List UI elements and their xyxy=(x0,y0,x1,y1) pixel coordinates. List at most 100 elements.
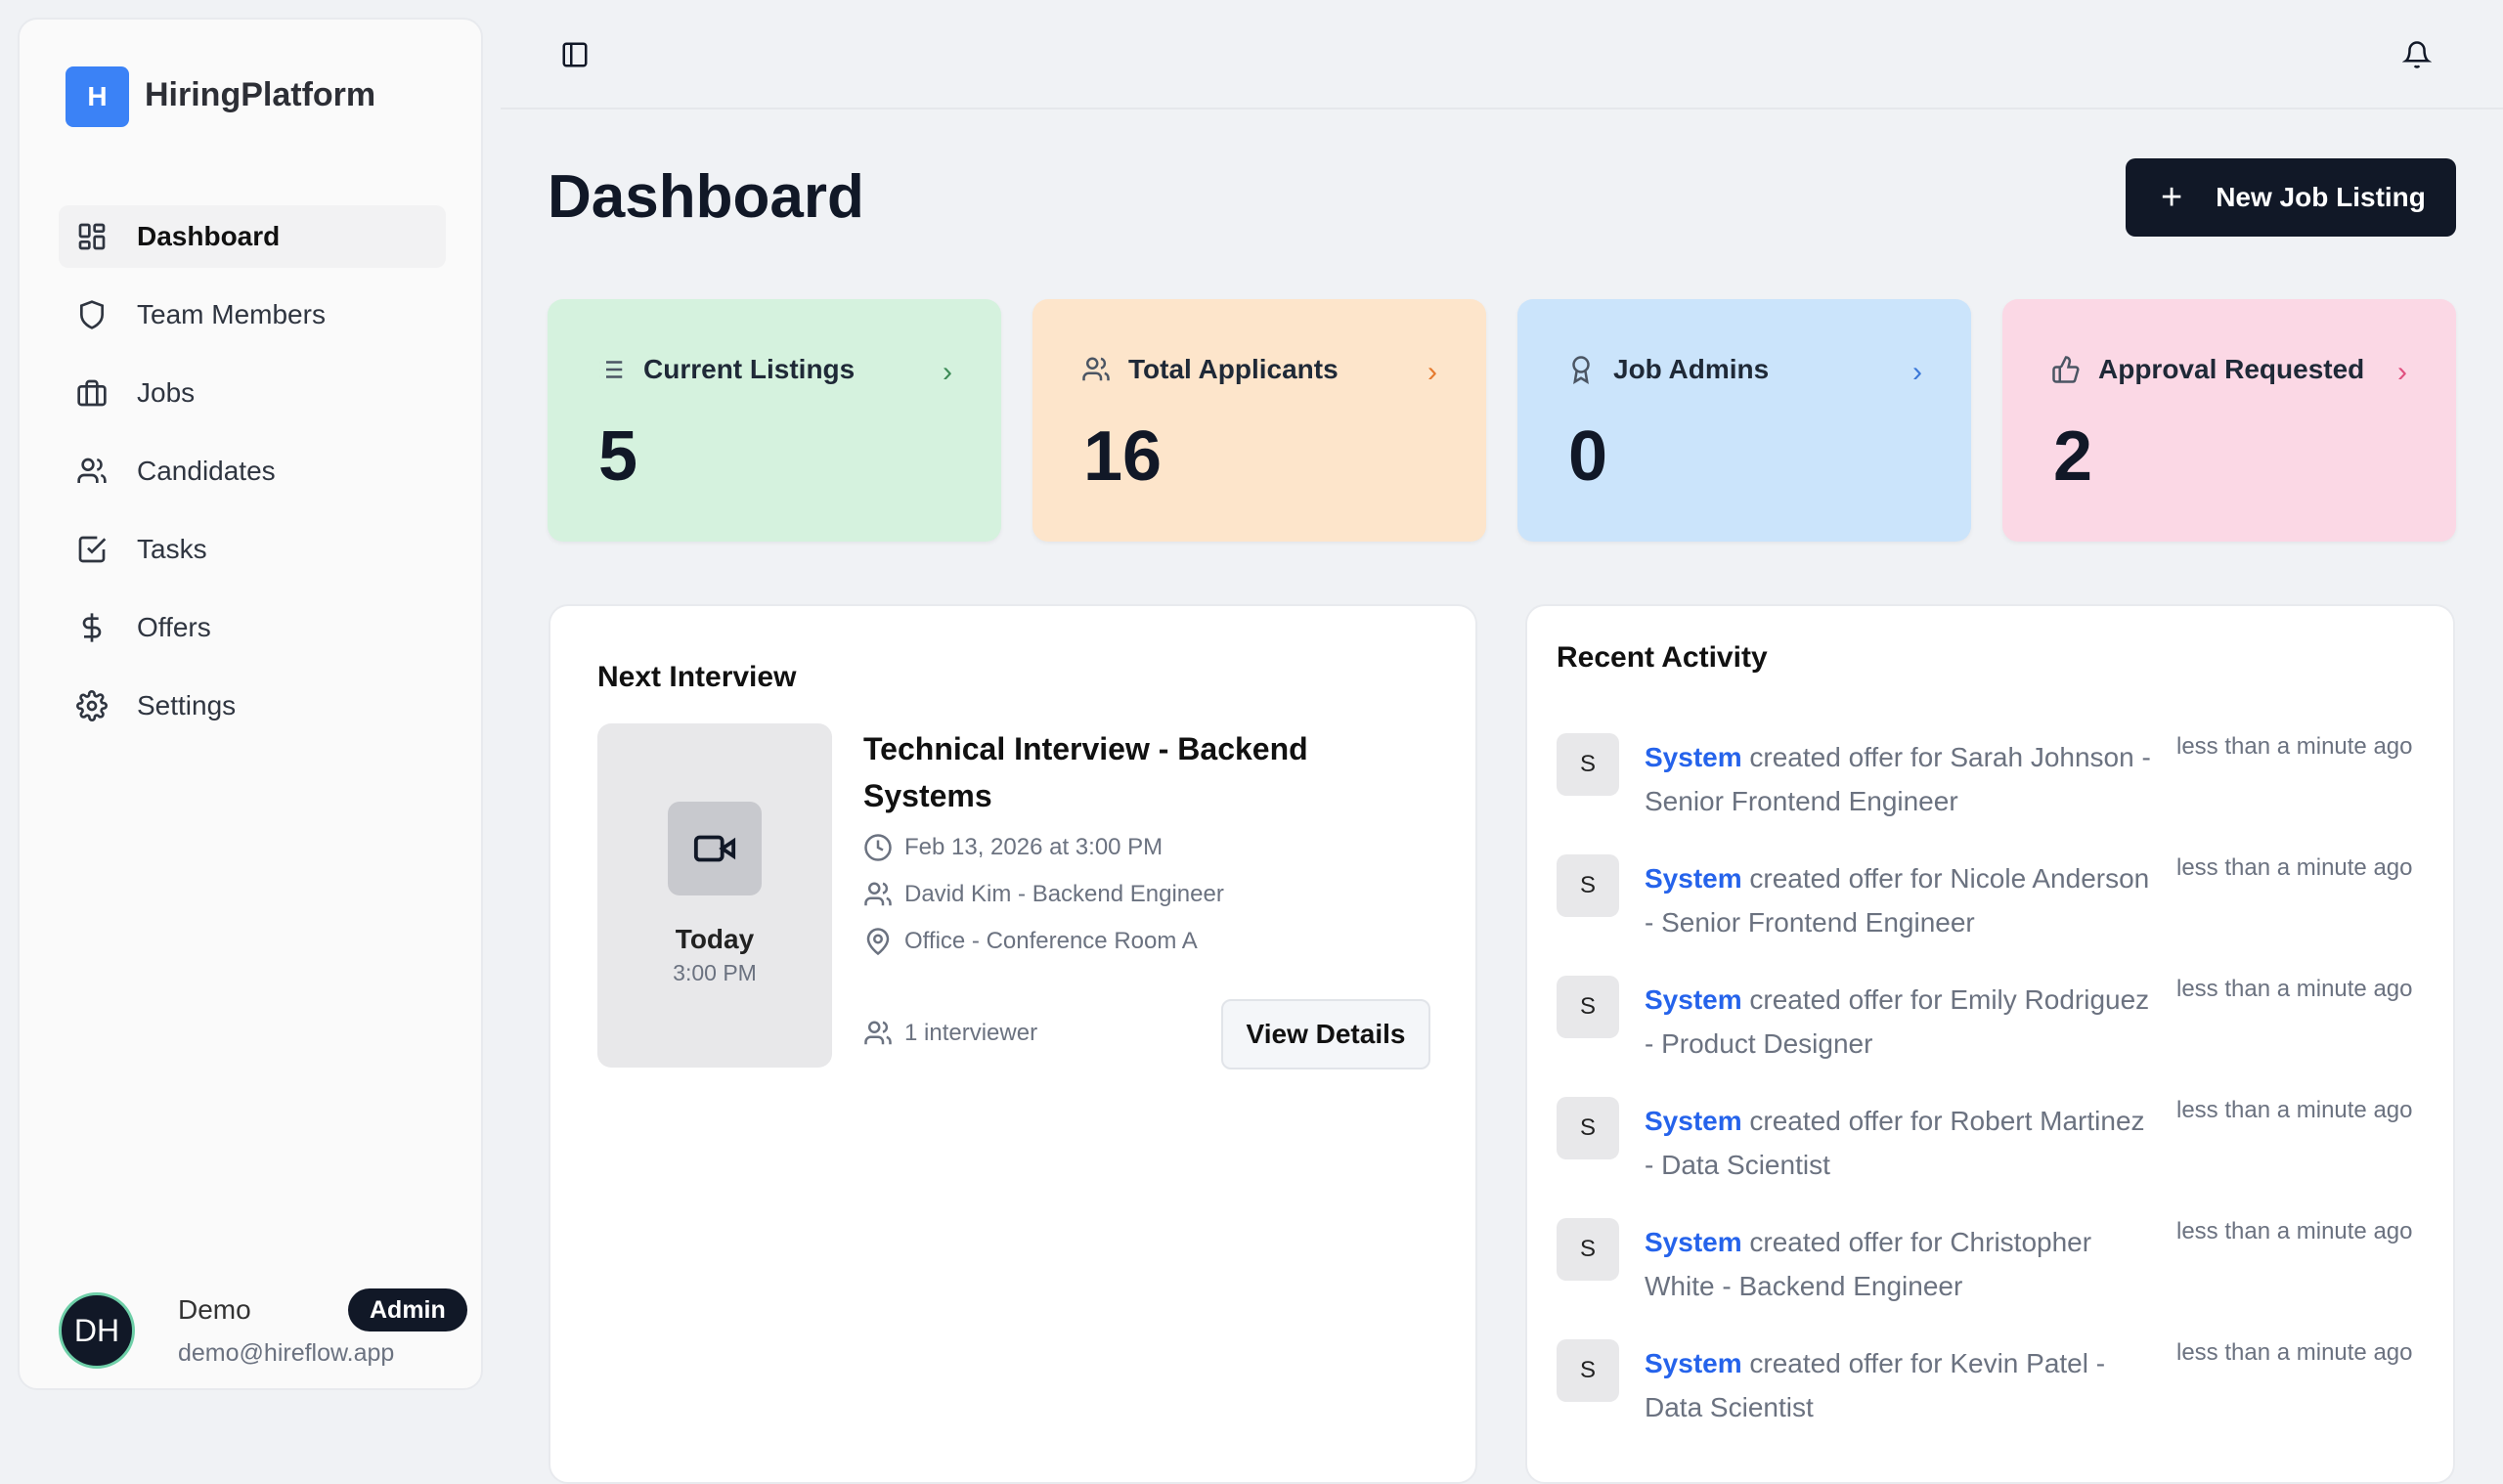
activity-item: S System created offer for Christopher W… xyxy=(1557,1218,2437,1326)
interview-date-box: Today 3:00 PM xyxy=(597,723,832,1068)
activity-actor-link[interactable]: System xyxy=(1645,1348,1742,1378)
stat-label: Current Listings xyxy=(643,354,856,384)
interview-title: Technical Interview - Backend Systems xyxy=(863,731,1308,813)
users-icon xyxy=(1082,357,1110,381)
stat-card-current-listings[interactable]: Current Listings › 5 xyxy=(548,299,1001,542)
chevron-right-icon: › xyxy=(943,356,952,388)
activity-description: created offer for Emily Rodriguez - Prod… xyxy=(1645,984,2150,1059)
shield-icon xyxy=(80,300,104,329)
sidebar-item-settings[interactable]: Settings xyxy=(59,675,446,737)
notifications-button[interactable] xyxy=(2395,33,2438,76)
user-profile[interactable]: DH Demo Admin demo@hireflow.app xyxy=(59,1271,469,1369)
sidebar-nav: Dashboard Team Members Jobs Candidates T… xyxy=(59,205,446,753)
users-icon xyxy=(864,1021,892,1045)
activity-actor-link[interactable]: System xyxy=(1645,863,1742,894)
video-icon xyxy=(668,802,762,895)
activity-description: created offer for Nicole Anderson - Seni… xyxy=(1645,863,2150,938)
activity-avatar: S xyxy=(1557,854,1619,917)
bell-icon xyxy=(2402,41,2432,68)
interview-location: Office - Conference Room A xyxy=(863,927,1198,956)
sidebar-item-label: Team Members xyxy=(137,299,326,329)
activity-avatar: S xyxy=(1557,1218,1619,1281)
activity-avatar: S xyxy=(1557,976,1619,1038)
sidebar-item-dashboard[interactable]: Dashboard xyxy=(59,205,446,268)
topbar xyxy=(501,0,2503,109)
avatar: DH xyxy=(59,1292,135,1369)
interviewer-count: 1 interviewer xyxy=(863,1019,1037,1048)
user-email: demo@hireflow.app xyxy=(178,1339,395,1367)
user-name: Demo xyxy=(178,1294,251,1325)
activity-actor-link[interactable]: System xyxy=(1645,1106,1742,1136)
panel-left-icon xyxy=(562,42,588,67)
activity-item: S System created offer for Emily Rodrigu… xyxy=(1557,976,2437,1083)
stat-label: Approval Requested xyxy=(2098,354,2365,384)
sidebar-item-label: Offers xyxy=(137,612,211,642)
activity-item: S System created offer for Sarah Johnson… xyxy=(1557,733,2437,841)
datetime-text: Feb 13, 2026 at 3:00 PM xyxy=(904,834,1164,860)
sidebar-item-candidates[interactable]: Candidates xyxy=(59,440,446,502)
sidebar-item-label: Dashboard xyxy=(137,221,281,251)
gear-icon xyxy=(76,690,108,721)
activity-actor-link[interactable]: System xyxy=(1645,1227,1742,1257)
location-text: Office - Conference Room A xyxy=(904,928,1198,954)
stat-value: 0 xyxy=(1568,417,1608,496)
activity-item: S System created offer for Nicole Anders… xyxy=(1557,854,2437,962)
sidebar-toggle-button[interactable] xyxy=(553,33,596,76)
sidebar-item-offers[interactable]: Offers xyxy=(59,596,446,659)
sidebar-item-label: Jobs xyxy=(137,377,196,408)
activity-item: S System created offer for Robert Martin… xyxy=(1557,1097,2437,1204)
chevron-right-icon: › xyxy=(1912,356,1922,388)
stat-label: Job Admins xyxy=(1613,354,1770,384)
activity-time: less than a minute ago xyxy=(2176,1339,2413,1366)
role-badge: Admin xyxy=(348,1288,467,1331)
sidebar-item-tasks[interactable]: Tasks xyxy=(59,518,446,581)
stat-card-job-admins[interactable]: Job Admins › 0 xyxy=(1517,299,1971,542)
chevron-right-icon: › xyxy=(2397,356,2407,388)
check-square-icon xyxy=(78,536,107,563)
view-details-button[interactable]: View Details xyxy=(1221,999,1430,1069)
activity-actor-link[interactable]: System xyxy=(1645,984,1742,1015)
activity-text: System created offer for Sarah Johnson -… xyxy=(1645,735,2153,823)
chevron-right-icon: › xyxy=(1427,356,1437,388)
sidebar: H HiringPlatform Dashboard Team Members … xyxy=(18,18,483,1390)
stat-card-total-applicants[interactable]: Total Applicants › 16 xyxy=(1032,299,1486,542)
activity-text: System created offer for Christopher Whi… xyxy=(1645,1220,2153,1308)
sidebar-item-team-members[interactable]: Team Members xyxy=(59,284,446,346)
activity-actor-link[interactable]: System xyxy=(1645,742,1742,772)
thumbs-up-icon xyxy=(2052,356,2080,383)
recent-activity-heading: Recent Activity xyxy=(1557,641,1768,674)
stat-label: Total Applicants xyxy=(1128,354,1339,384)
users-icon xyxy=(864,882,892,906)
activity-description: created offer for Sarah Johnson - Senior… xyxy=(1645,742,2151,816)
sidebar-item-label: Settings xyxy=(137,690,237,720)
stat-card-approval-requested[interactable]: Approval Requested › 2 xyxy=(2002,299,2456,542)
activity-time: less than a minute ago xyxy=(2176,1097,2413,1123)
candidate-text: David Kim - Backend Engineer xyxy=(904,881,1224,907)
clock-icon xyxy=(864,834,892,861)
map-pin-icon xyxy=(866,928,890,956)
activity-time: less than a minute ago xyxy=(2176,1218,2413,1244)
interview-datetime: Feb 13, 2026 at 3:00 PM xyxy=(863,833,1163,862)
activity-text: System created offer for Robert Martinez… xyxy=(1645,1099,2153,1187)
stat-value: 5 xyxy=(598,417,638,496)
brand-logo: H xyxy=(66,66,129,127)
activity-description: created offer for Christopher White - Ba… xyxy=(1645,1227,2092,1301)
activity-text: System created offer for Nicole Anderson… xyxy=(1645,856,2153,944)
new-job-listing-button[interactable]: + New Job Listing xyxy=(2126,158,2456,237)
sidebar-item-jobs[interactable]: Jobs xyxy=(59,362,446,424)
new-job-listing-label: New Job Listing xyxy=(2216,182,2426,212)
activity-avatar: S xyxy=(1557,733,1619,796)
interview-day: Today xyxy=(675,924,755,954)
list-icon xyxy=(599,361,623,378)
activity-description: created offer for Robert Martinez - Data… xyxy=(1645,1106,2145,1180)
activity-time: less than a minute ago xyxy=(2176,976,2413,1002)
interview-candidate: David Kim - Backend Engineer xyxy=(863,880,1224,909)
dollar-sign-icon xyxy=(82,613,102,642)
activity-time: less than a minute ago xyxy=(2176,733,2413,760)
sidebar-item-label: Tasks xyxy=(137,534,207,564)
briefcase-icon xyxy=(77,379,107,407)
stat-value: 16 xyxy=(1083,417,1163,496)
brand-name[interactable]: HiringPlatform xyxy=(145,76,376,113)
activity-text: System created offer for Emily Rodriguez… xyxy=(1645,978,2153,1066)
activity-text: System created offer for Kevin Patel - D… xyxy=(1645,1341,2153,1429)
